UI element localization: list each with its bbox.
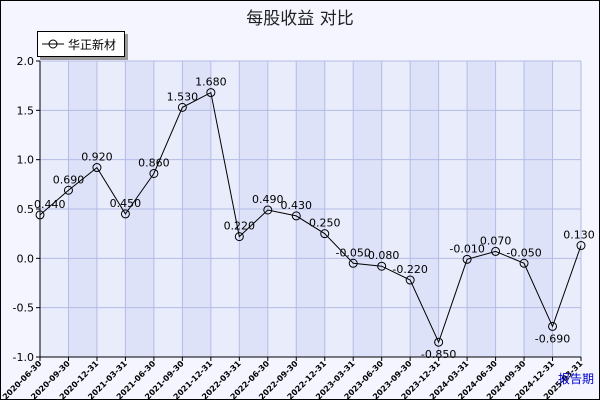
y-tick-label: -0.5: [13, 302, 34, 315]
data-point: [320, 229, 330, 239]
series-line: [39, 91, 582, 344]
data-label: -0.050: [506, 246, 541, 259]
data-label: -0.080: [364, 249, 399, 262]
data-label: 0.250: [309, 217, 341, 230]
data-point: [120, 209, 130, 219]
y-tick-label: 2.0: [17, 55, 35, 68]
data-point: [519, 258, 529, 268]
y-tick-label: 0.0: [17, 252, 35, 265]
chart-title: 每股收益 对比: [246, 9, 354, 29]
legend-label: 华正新材: [68, 37, 117, 52]
data-label: 1.530: [167, 90, 199, 103]
data-point: [462, 254, 472, 264]
data-point: [263, 205, 273, 215]
legend-marker-icon: [42, 39, 64, 49]
data-point: [35, 210, 45, 220]
data-label: -0.010: [449, 242, 484, 255]
legend: 华正新材: [37, 31, 126, 57]
data-point: [177, 102, 187, 112]
data-label: 0.440: [34, 198, 66, 211]
data-point: [405, 275, 415, 285]
data-label: -0.050: [335, 246, 370, 259]
data-label: -0.220: [392, 263, 427, 276]
data-label: -0.690: [535, 332, 570, 345]
x-axis-title: 报告期: [558, 371, 594, 386]
data-point: [63, 185, 73, 195]
y-tick-label: -1.0: [13, 351, 34, 364]
y-tick-label: 1.0: [17, 154, 35, 167]
data-label: 1.680: [195, 76, 227, 89]
data-label: 0.450: [110, 197, 142, 210]
data-point: [149, 168, 159, 178]
data-point: [348, 258, 358, 268]
y-tick-label: 1.5: [17, 104, 35, 117]
data-point: [434, 337, 444, 347]
data-point: [92, 163, 102, 173]
data-point: [206, 88, 216, 98]
data-point: [576, 241, 586, 251]
data-label: 0.860: [138, 156, 170, 169]
data-label: 0.070: [480, 234, 512, 247]
data-label: 0.490: [252, 193, 284, 206]
data-label: 0.130: [563, 229, 595, 242]
data-label: 0.430: [281, 199, 313, 212]
data-label: 0.220: [224, 220, 256, 233]
data-point: [234, 232, 244, 242]
data-point: [377, 261, 387, 271]
data-point: [491, 246, 501, 256]
data-point: [548, 321, 558, 331]
y-tick-label: 0.5: [17, 203, 35, 216]
data-label: -0.850: [421, 348, 456, 361]
data-label: 0.920: [81, 151, 113, 164]
data-point: [291, 211, 301, 221]
data-label: 0.690: [53, 173, 85, 186]
